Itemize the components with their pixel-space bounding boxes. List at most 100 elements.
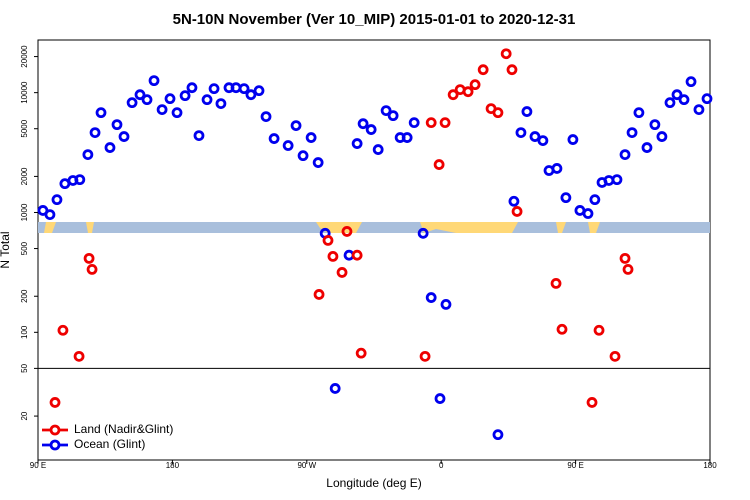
point xyxy=(433,159,445,170)
point xyxy=(238,83,250,95)
point xyxy=(351,249,363,261)
point xyxy=(171,107,183,119)
point xyxy=(355,347,367,359)
point xyxy=(492,107,504,119)
point xyxy=(86,263,98,275)
point xyxy=(469,79,481,91)
point xyxy=(44,209,56,221)
x-tick-label: 90 E xyxy=(30,461,46,470)
y-axis-label: N Total xyxy=(0,231,12,268)
point xyxy=(664,97,676,109)
point xyxy=(439,117,451,129)
point xyxy=(57,324,69,336)
y-tick-label: 10000 xyxy=(20,81,29,104)
y-tick-label: 50 xyxy=(20,363,29,372)
land-patch xyxy=(420,222,518,233)
legend-label: Ocean (Glint) xyxy=(74,437,145,451)
point xyxy=(492,429,504,441)
point xyxy=(327,251,339,262)
legend: Land (Nadir&Glint)Ocean (Glint) xyxy=(42,422,173,451)
point xyxy=(633,107,645,119)
point xyxy=(401,132,413,143)
point xyxy=(51,194,63,206)
point xyxy=(609,350,621,362)
point xyxy=(141,94,153,106)
point xyxy=(506,64,518,76)
chart-title: 5N-10N November (Ver 10_MIP) 2015-01-01 … xyxy=(173,11,576,28)
ocean-strip xyxy=(38,222,710,233)
point xyxy=(290,120,302,131)
point xyxy=(641,142,653,153)
point xyxy=(626,127,638,139)
point xyxy=(556,323,568,335)
point xyxy=(671,89,683,101)
point xyxy=(582,208,594,219)
point xyxy=(329,383,341,394)
point xyxy=(622,263,634,275)
point xyxy=(282,140,294,151)
point xyxy=(74,174,86,186)
point xyxy=(550,277,562,289)
point xyxy=(186,82,198,94)
point xyxy=(111,119,123,131)
point xyxy=(462,86,474,98)
point xyxy=(297,150,309,162)
point xyxy=(104,142,116,153)
y-tick-label: 500 xyxy=(20,241,29,255)
point xyxy=(477,64,489,76)
plot-frame xyxy=(37,39,711,461)
point xyxy=(678,94,690,106)
x-tick-label: 90 E xyxy=(567,461,583,470)
x-tick-label: 0 xyxy=(439,461,444,470)
point xyxy=(515,127,527,139)
point xyxy=(365,124,377,135)
map-strip xyxy=(38,222,710,233)
point xyxy=(425,117,437,129)
point xyxy=(447,89,459,101)
point xyxy=(425,292,437,303)
land-patch xyxy=(86,222,94,233)
point xyxy=(82,149,94,161)
point xyxy=(560,192,572,204)
point xyxy=(419,350,431,362)
point xyxy=(701,93,713,105)
point xyxy=(179,90,191,102)
legend-label: Land (Nadir&Glint) xyxy=(74,422,173,436)
point xyxy=(118,131,130,142)
point xyxy=(511,206,523,217)
point xyxy=(551,163,563,174)
y-tick-label: 20000 xyxy=(20,45,29,68)
point xyxy=(357,118,369,130)
point xyxy=(312,157,324,168)
point xyxy=(521,106,533,117)
point xyxy=(83,252,95,264)
point xyxy=(305,132,317,143)
x-tick-label: 180 xyxy=(166,461,180,470)
point xyxy=(619,252,631,264)
y-tick-label: 1000 xyxy=(20,203,29,221)
point xyxy=(253,85,265,97)
point xyxy=(148,75,160,87)
point xyxy=(351,138,363,149)
point xyxy=(508,195,520,207)
y-tick-label: 100 xyxy=(20,325,29,339)
point xyxy=(156,104,168,115)
point xyxy=(126,97,138,109)
point xyxy=(268,133,280,144)
point xyxy=(434,393,446,404)
point xyxy=(611,174,623,186)
point xyxy=(201,94,213,106)
point xyxy=(537,135,549,146)
x-axis-label: Longitude (deg E) xyxy=(326,476,421,490)
legend-marker xyxy=(49,439,61,451)
land-patch xyxy=(588,222,600,233)
point xyxy=(387,110,399,122)
point xyxy=(685,76,697,88)
x-tick-label: 90 W xyxy=(297,461,316,470)
point xyxy=(322,234,334,246)
point xyxy=(341,226,353,237)
point xyxy=(208,83,220,95)
point xyxy=(260,111,272,123)
point xyxy=(440,298,452,310)
point xyxy=(245,89,257,101)
